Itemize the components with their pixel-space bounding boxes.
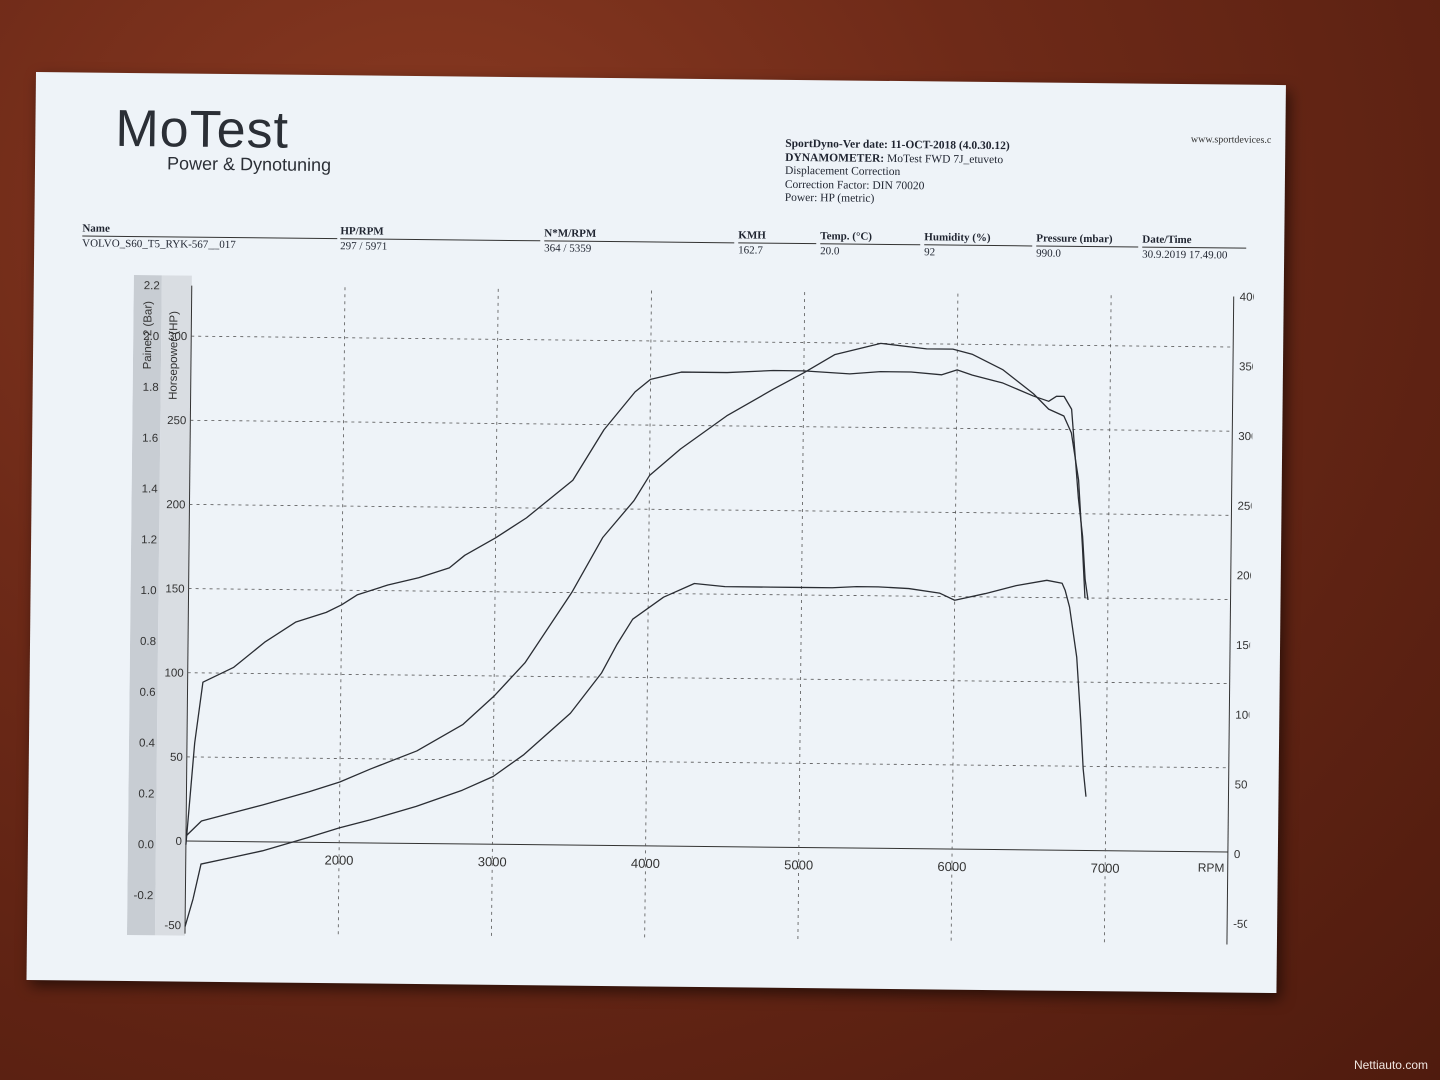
y-gridline: [188, 588, 1231, 600]
boost-tick-label: 0.8: [140, 636, 156, 648]
x-tick-label: 6000: [937, 859, 966, 874]
torque-tick-label: 0: [1234, 849, 1241, 861]
table-header-datetime: Date/Time: [1142, 233, 1247, 249]
hp-tick-label: 250: [167, 415, 186, 427]
boost-tick-label: 1.6: [142, 433, 158, 445]
website-url: www.sportdevices.c: [1190, 134, 1272, 146]
dyno-chart: 2000 3000 4000 5000 6000 7000 RPM-500501001502…: [126, 275, 1254, 945]
hp-tick-label: 100: [164, 667, 183, 679]
table-value-temp: 20.0: [820, 245, 840, 258]
boost-axis-title: Paine-2 (Bar): [142, 301, 155, 370]
table-header-kmh: KMH: [738, 229, 817, 245]
boost-tick-label: 1.4: [142, 483, 159, 495]
torque-tick-label: 350: [1239, 361, 1254, 373]
torque-tick-label: 400: [1240, 292, 1254, 304]
info-dyno-label: DYNAMOMETER:: [785, 151, 885, 165]
torque-tick-label: 250: [1237, 501, 1253, 513]
torque-tick-label: 100: [1235, 710, 1254, 722]
table-col-kmh: KMH 162.7: [738, 229, 817, 257]
boost-tick-label: 1.8: [143, 382, 159, 394]
y-gridline: [187, 672, 1230, 685]
torque-tick-label: -50: [1233, 919, 1250, 931]
table-value-datetime: 30.9.2019 17.49.00: [1142, 248, 1228, 262]
x-gridline: [644, 290, 652, 939]
motest-logo: MoTest Power & Dynotuning: [115, 99, 332, 176]
watermark-text: Nettiauto.com: [1353, 1058, 1428, 1072]
hp-axis-line: [184, 285, 193, 934]
table-col-humidity: Humidity (%) 92: [924, 231, 1033, 259]
dyno-info-block: SportDyno-Ver date: 11-OCT-2018 (4.0.30.…: [785, 138, 1010, 208]
x-gridline: [491, 288, 499, 937]
x-tick-label: 3000: [478, 854, 507, 869]
boost-tick-label: 0.2: [138, 788, 154, 800]
boost-tick-label: 0.6: [139, 687, 155, 699]
x-tick-label: 5000: [784, 857, 813, 872]
boost-axis-strip: [126, 275, 162, 936]
torque-tick-label: 150: [1236, 640, 1254, 652]
info-dyno-value: MoTest FWD 7J_etuveto: [886, 152, 1004, 166]
y-gridline: [189, 504, 1232, 516]
table-col-pressure: Pressure (mbar) 990.0: [1036, 232, 1139, 260]
hp-tick-label: 200: [166, 499, 185, 511]
table-col-torque: N*M/RPM 364 / 5359: [544, 227, 735, 256]
series-line-torque: [184, 579, 1087, 927]
boost-tick-label: 0.4: [139, 738, 156, 750]
series-line-boost: [185, 369, 1089, 845]
x-axis-line: [185, 840, 1228, 853]
table-value-hp: 297 / 5971: [340, 240, 388, 253]
x-tick-label: 7000: [1091, 861, 1120, 876]
info-version-value: 11-OCT-2018 (4.0.30.12): [890, 138, 1010, 153]
table-value-kmh: 162.7: [738, 244, 763, 257]
table-header-humidity: Humidity (%): [924, 231, 1033, 247]
y-gridline: [191, 335, 1234, 348]
table-value-name: VOLVO_S60_T5_RYK-567__017: [82, 237, 236, 252]
hp-tick-label: 50: [170, 752, 183, 764]
boost-tick-label: 1.0: [141, 585, 157, 597]
dyno-sheet: MoTest Power & Dynotuning www.sportdevic…: [26, 72, 1286, 994]
x-gridline: [1103, 295, 1112, 944]
hp-tick-label: -50: [164, 920, 181, 932]
table-header-pressure: Pressure (mbar): [1036, 232, 1139, 248]
boost-tick-label: 2.2: [144, 280, 160, 292]
table-col-name: Name VOLVO_S60_T5_RYK-567__017: [82, 222, 338, 252]
table-col-datetime: Date/Time 30.9.2019 17.49.00: [1142, 233, 1247, 262]
table-col-hp: HP/RPM 297 / 5971: [340, 225, 541, 254]
x-gridline: [797, 292, 806, 941]
logo-subtitle: Power & Dynotuning: [166, 153, 332, 176]
boost-tick-label: -0.2: [133, 890, 153, 902]
info-version-label: SportDyno-Ver date:: [785, 137, 888, 151]
torque-axis-line: [1226, 296, 1235, 945]
table-col-temp: Temp. (°C) 20.0: [820, 230, 921, 258]
x-tick-label: 4000: [631, 856, 660, 871]
hp-tick-label: 150: [165, 583, 184, 595]
table-value-torque: 364 / 5359: [544, 242, 592, 255]
x-gridline: [950, 293, 959, 942]
table-value-humidity: 92: [924, 246, 936, 259]
boost-tick-label: 1.2: [141, 534, 157, 546]
hp-axis-title: Horsepower (HP): [168, 311, 181, 400]
x-axis-label: RPM: [1198, 861, 1225, 875]
x-gridline: [337, 287, 346, 936]
run-summary-table: Name VOLVO_S60_T5_RYK-567__017 HP/RPM 29…: [82, 222, 1250, 261]
y-gridline: [186, 756, 1229, 769]
logo-main-text: MoTest: [115, 99, 290, 160]
boost-tick-label: 2.0: [143, 331, 159, 343]
x-tick-label: 2000: [324, 852, 353, 867]
hp-axis-strip: [154, 275, 192, 936]
torque-tick-label: 200: [1237, 570, 1254, 582]
table-header-temp: Temp. (°C): [820, 230, 921, 246]
torque-tick-label: 300: [1238, 431, 1254, 443]
hp-tick-label: 300: [168, 331, 187, 343]
info-line-power: Power: HP (metric): [784, 191, 875, 205]
table-value-pressure: 990.0: [1036, 247, 1061, 260]
boost-tick-label: 0.0: [138, 839, 154, 851]
series-line-hp: [185, 342, 1086, 837]
hp-tick-label: 0: [175, 836, 182, 848]
torque-tick-label: 50: [1235, 779, 1248, 791]
y-gridline: [190, 419, 1233, 432]
